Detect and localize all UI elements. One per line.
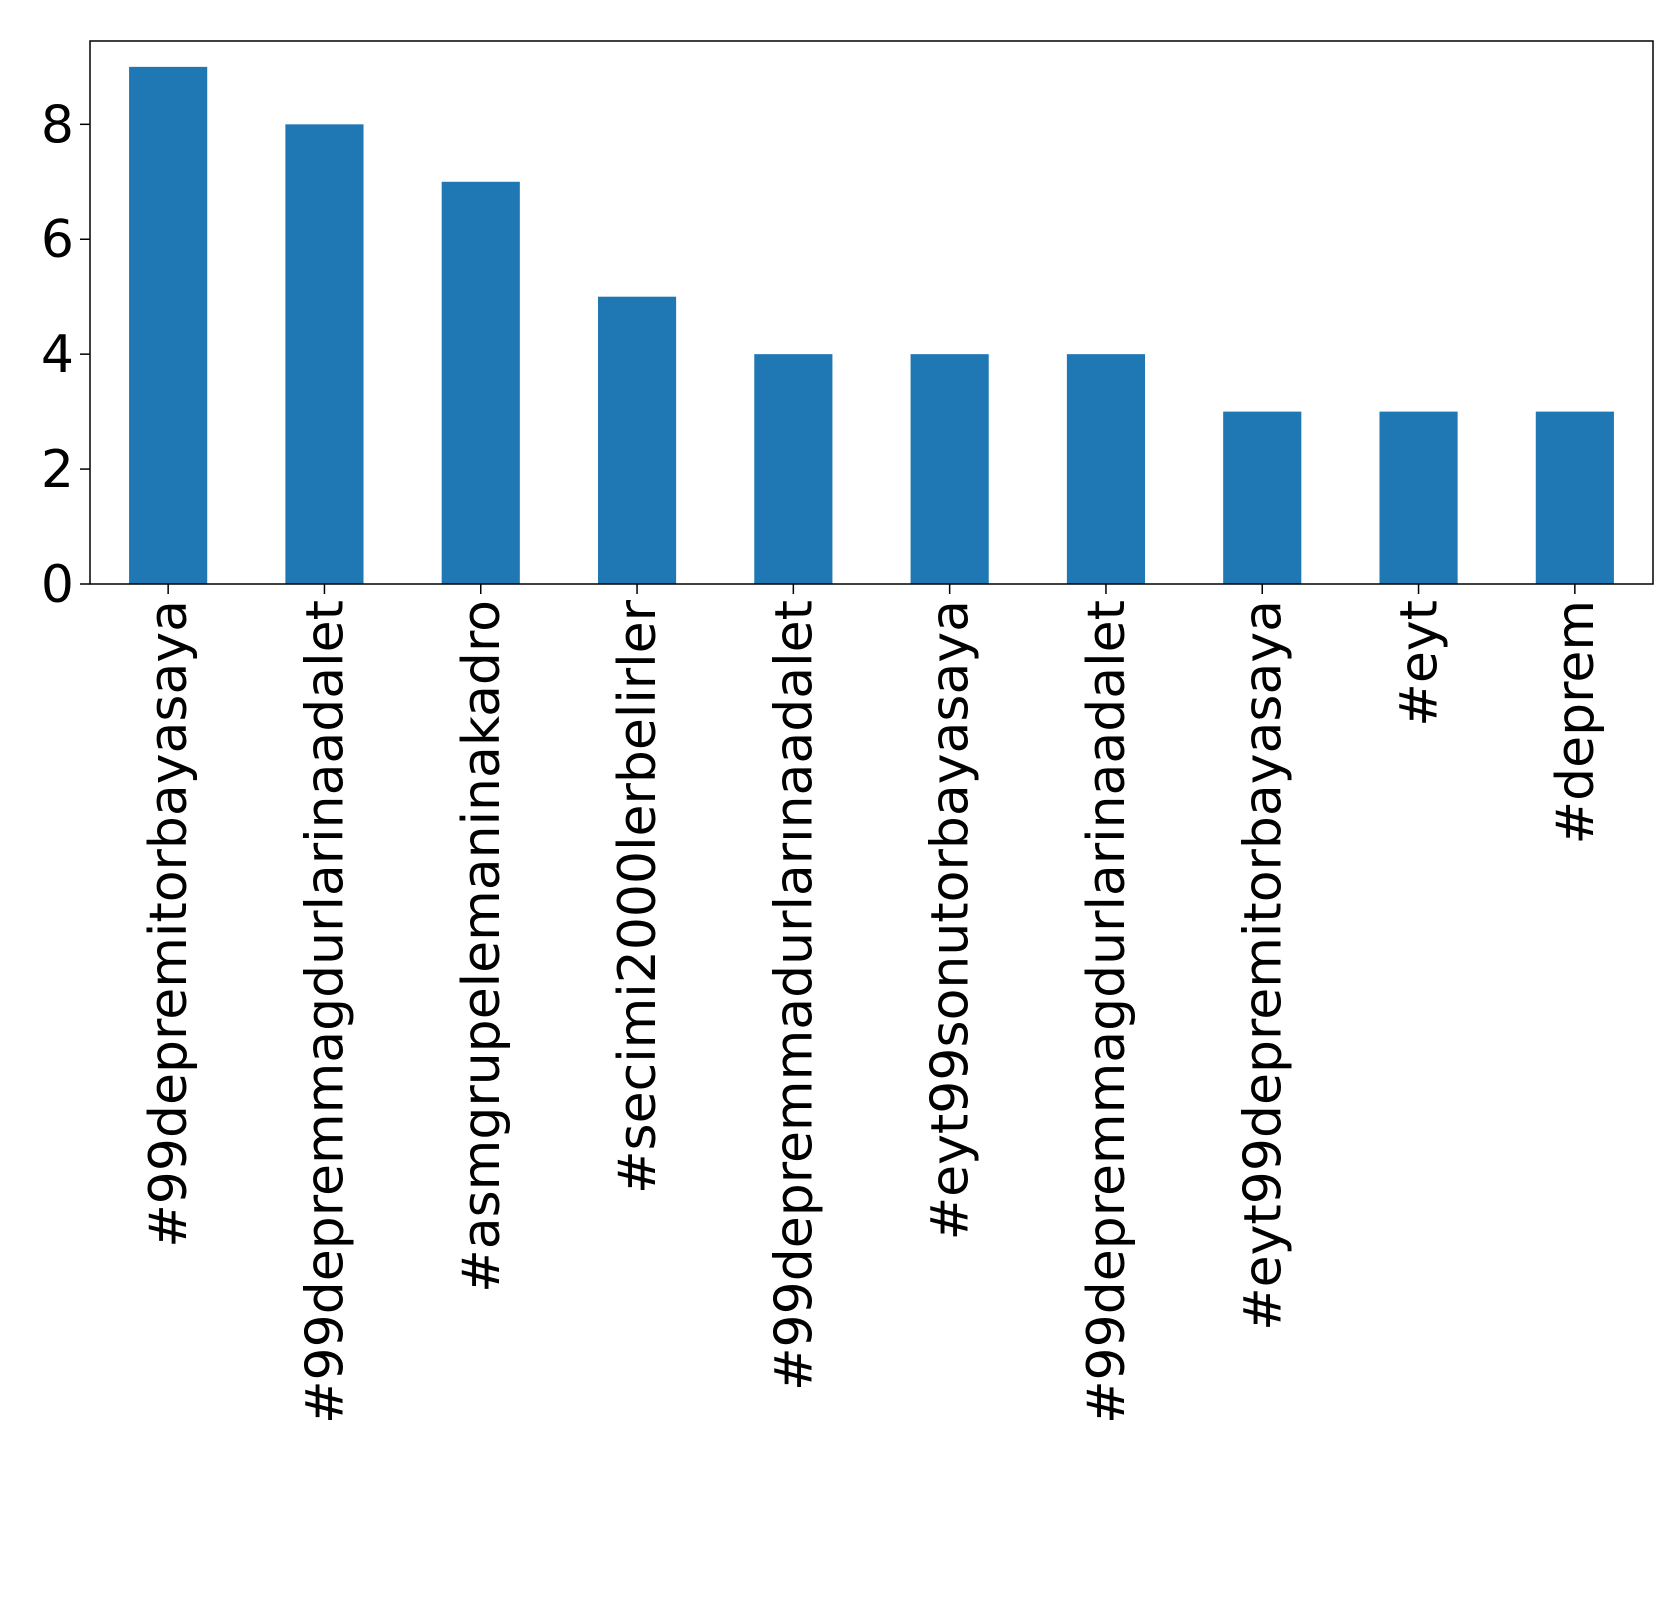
x-axis: #99depremitorbayasaya #99depremmagdurlari… xyxy=(139,584,1606,1424)
bar-4 xyxy=(597,296,677,584)
y-tick-label: 8 xyxy=(41,95,74,155)
y-tick-label: 6 xyxy=(41,210,74,270)
x-tick-label: #99depremmagdurlarinaadalet xyxy=(1077,600,1137,1424)
x-tick-label: #99depremmagdurlarinaadalet xyxy=(295,600,355,1424)
bars-layer xyxy=(129,66,1614,585)
bar-9 xyxy=(1379,411,1458,584)
bar-10 xyxy=(1535,411,1614,584)
bar-7 xyxy=(1066,354,1146,584)
bar-1 xyxy=(129,66,208,585)
bar-3 xyxy=(441,181,520,584)
x-tick-label: #99depremmadurlarınaadalet xyxy=(764,600,824,1391)
x-tick-label: #deprem xyxy=(1546,600,1606,844)
bar-5 xyxy=(754,354,833,584)
x-tick-label: #secimi2000lerbelirler xyxy=(608,599,668,1194)
y-tick-label: 4 xyxy=(41,325,74,385)
bar-2 xyxy=(285,124,364,584)
bar-6 xyxy=(910,354,989,584)
x-tick-label: #eyt xyxy=(1390,600,1450,727)
y-tick-label: 0 xyxy=(41,555,74,615)
y-axis: 0 2 4 6 8 xyxy=(41,95,90,615)
x-tick-label: #asmgrupelemaninakadro xyxy=(452,600,512,1293)
x-tick-label: #99depremitorbayasaya xyxy=(139,600,199,1248)
x-tick-label: #eyt99depremitorbayasaya xyxy=(1233,600,1293,1331)
bar-8 xyxy=(1223,411,1302,584)
x-tick-label: #eyt99sonutorbayasaya xyxy=(921,600,981,1240)
y-tick-label: 2 xyxy=(41,440,74,500)
plot-frame xyxy=(89,40,1654,585)
